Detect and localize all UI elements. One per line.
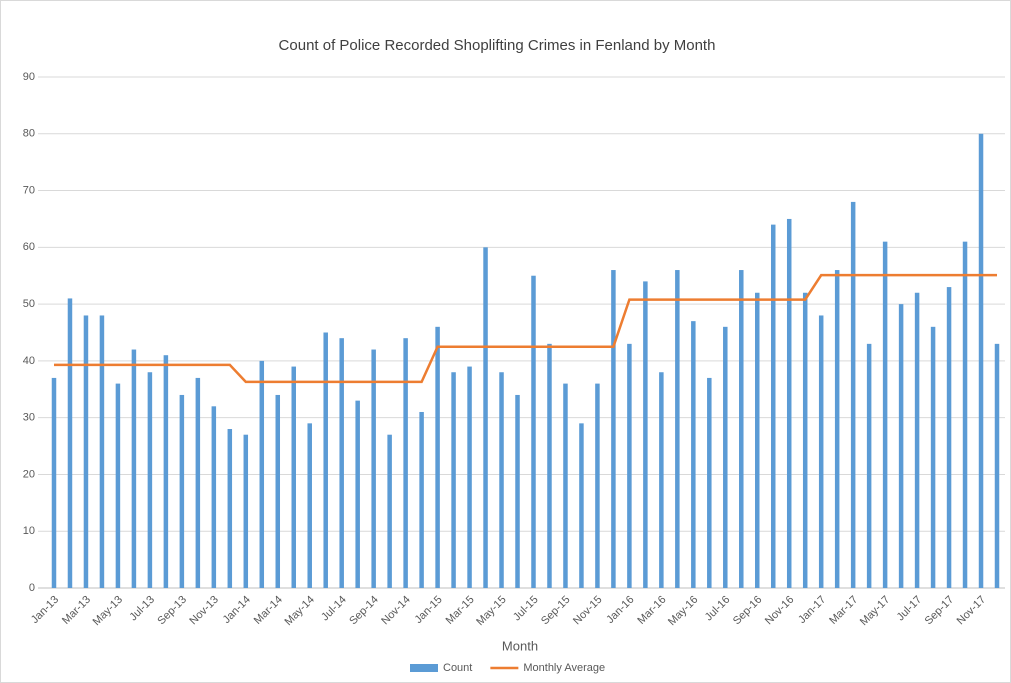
- y-tick-label: 50: [23, 298, 35, 310]
- bar: [898, 304, 904, 588]
- bar: [323, 332, 328, 588]
- bar: [435, 326, 440, 588]
- bar: [675, 270, 680, 588]
- bar: [499, 372, 504, 588]
- bar: [770, 224, 776, 588]
- y-tick-label: 60: [23, 241, 35, 253]
- y-tick-label: 70: [23, 184, 35, 196]
- bar: [755, 292, 760, 588]
- bar: [163, 355, 169, 588]
- chart-title: Count of Police Recorded Shoplifting Cri…: [279, 37, 716, 54]
- y-tick-label: 30: [23, 412, 35, 424]
- legend-label: Monthly Average: [523, 662, 605, 674]
- y-tick-label: 10: [23, 525, 35, 537]
- bar: [579, 423, 584, 588]
- y-tick-label: 80: [23, 128, 35, 140]
- bar: [403, 338, 408, 588]
- y-tick-label: 20: [23, 468, 35, 480]
- bar: [307, 423, 312, 588]
- bar: [131, 349, 137, 588]
- bar: [818, 315, 824, 588]
- line: [53, 273, 998, 384]
- bar: [67, 298, 73, 588]
- bar: [946, 287, 952, 588]
- x-axis-title: Month: [502, 638, 538, 653]
- bar: [643, 281, 648, 588]
- bar: [563, 383, 568, 588]
- bar: [786, 218, 792, 588]
- bar: [355, 400, 360, 588]
- bar: [243, 434, 249, 588]
- y-tick-label: 0: [29, 582, 35, 594]
- bar: [707, 377, 712, 588]
- bar: [83, 315, 89, 588]
- bar: [179, 394, 185, 588]
- bar: [211, 406, 217, 588]
- bar: [834, 270, 840, 588]
- bar: [994, 343, 1000, 588]
- bar: [850, 201, 856, 588]
- bar: [339, 338, 344, 588]
- bar: [483, 247, 488, 589]
- bar: [882, 241, 888, 588]
- bar: [467, 366, 472, 588]
- bar: [866, 343, 872, 588]
- bar: [595, 383, 600, 588]
- bar: [531, 275, 536, 588]
- bar: [195, 377, 201, 588]
- y-tick-label: 40: [23, 355, 35, 367]
- bar: [914, 292, 920, 588]
- bar: [611, 270, 616, 588]
- bar: [691, 321, 696, 588]
- bar: [99, 315, 105, 588]
- bar: [227, 429, 233, 588]
- bar: [387, 434, 392, 588]
- legend-label: Count: [443, 662, 472, 674]
- bar: [627, 343, 632, 588]
- bar: [515, 394, 520, 588]
- bar: [371, 349, 376, 588]
- bar: [51, 377, 57, 588]
- bar: [115, 383, 121, 588]
- bar: [275, 394, 281, 588]
- bar: [547, 343, 552, 588]
- bar: [291, 366, 296, 588]
- bar: [802, 292, 808, 588]
- bar: [930, 326, 936, 588]
- bar: [739, 270, 744, 588]
- bar: [259, 360, 265, 588]
- bar: [978, 133, 984, 588]
- legend-swatch: [410, 664, 438, 672]
- bar: [723, 326, 728, 588]
- bar: [659, 372, 664, 588]
- bar: [451, 372, 456, 588]
- y-tick-label: 90: [23, 71, 35, 83]
- bar: [962, 241, 968, 588]
- bar: [147, 372, 153, 588]
- bar: [419, 411, 424, 588]
